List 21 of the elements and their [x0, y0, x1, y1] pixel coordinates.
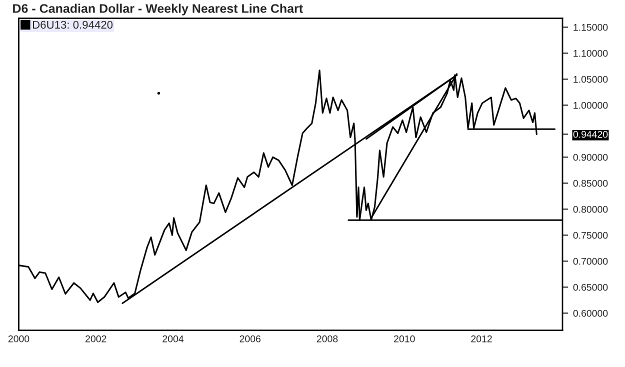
x-tick-label: 2000 — [8, 335, 30, 342]
chart-title: D6 - Canadian Dollar - Weekly Nearest Line Chart — [13, 4, 303, 16]
x-tick-label: 2012 — [471, 335, 492, 342]
x-tick-label: 2006 — [240, 335, 261, 342]
y-tick-label: 0.90000 — [573, 154, 608, 161]
x-tick-label: 2002 — [86, 335, 106, 342]
y-tick-label: 0.75000 — [573, 232, 608, 239]
y-tick-label: 0.60000 — [573, 310, 608, 317]
x-tick-label: 2004 — [162, 335, 184, 342]
y-tick-label: 0.85000 — [573, 180, 608, 187]
y-tick-label: 0.65000 — [573, 284, 608, 291]
y-tick-label: 0.70000 — [573, 258, 608, 265]
y-tick-label: 1.15000 — [574, 24, 608, 31]
y-tick-label: 0.80000 — [573, 206, 608, 213]
y-tick-label: 1.10000 — [574, 50, 608, 57]
y-tick-label: 0.94420 — [573, 130, 608, 138]
y-tick-label: 1.00000 — [574, 102, 608, 109]
x-tick-label: 2008 — [316, 335, 338, 342]
legend-label: D6U13: 0.94420 — [32, 20, 113, 29]
y-tick-label: 1.05000 — [574, 76, 608, 83]
x-tick-label: 2010 — [394, 335, 415, 342]
